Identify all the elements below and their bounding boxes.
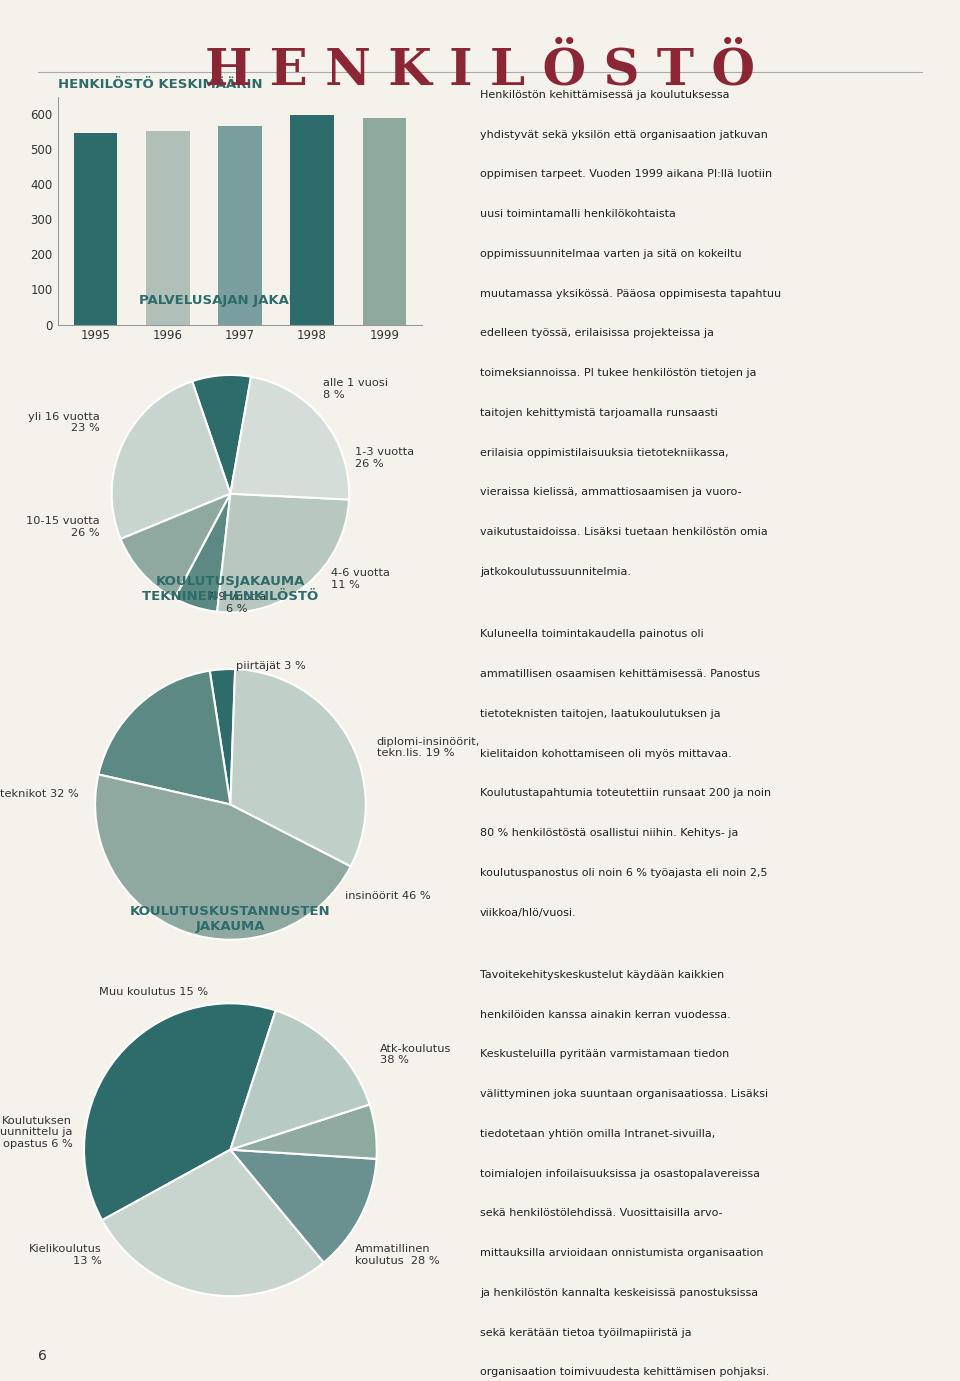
Text: yhdistyvät sekä yksilön että organisaation jatkuvan: yhdistyvät sekä yksilön että organisaati… [480, 130, 768, 139]
Text: yli 16 vuotta
23 %: yli 16 vuotta 23 % [28, 412, 100, 434]
Text: koulutuspanostus oli noin 6 % työajasta eli noin 2,5: koulutuspanostus oli noin 6 % työajasta … [480, 867, 767, 878]
Bar [363, 117, 406, 325]
Wedge shape [95, 775, 350, 939]
Text: 6: 6 [38, 1349, 47, 1363]
Text: välittyminen joka suuntaan organisaatiossa. Lisäksi: välittyminen joka suuntaan organisaatios… [480, 1090, 768, 1099]
Text: toimialojen infoilaisuuksissa ja osastopalavereissa: toimialojen infoilaisuuksissa ja osastop… [480, 1168, 760, 1178]
Text: erilaisia oppimistilaisuuksia tietotekniikassa,: erilaisia oppimistilaisuuksia tietotekni… [480, 447, 729, 457]
Wedge shape [230, 1011, 370, 1149]
Wedge shape [84, 1004, 276, 1221]
Wedge shape [121, 494, 230, 598]
Text: toimeksiannoissa. PI tukee henkilöstön tietojen ja: toimeksiannoissa. PI tukee henkilöstön t… [480, 369, 756, 378]
Text: Muu koulutus 15 %: Muu koulutus 15 % [99, 986, 208, 997]
Wedge shape [230, 1105, 376, 1159]
Title: PALVELUSAJAN JAKAUMA: PALVELUSAJAN JAKAUMA [138, 294, 323, 308]
Text: 1-3 vuotta
26 %: 1-3 vuotta 26 % [355, 447, 414, 470]
Text: kielitaidon kohottamiseen oli myös mittavaa.: kielitaidon kohottamiseen oli myös mitta… [480, 749, 732, 758]
Wedge shape [111, 381, 230, 539]
Text: insinöörit 46 %: insinöörit 46 % [346, 892, 431, 902]
Text: edelleen työssä, erilaisissa projekteissa ja: edelleen työssä, erilaisissa projekteiss… [480, 329, 714, 338]
Text: ja henkilöstön kannalta keskeisissä panostuksissa: ja henkilöstön kannalta keskeisissä pano… [480, 1288, 758, 1298]
Text: 4-6 vuotta
11 %: 4-6 vuotta 11 % [331, 569, 390, 590]
Bar [74, 134, 117, 325]
Text: sekä henkilöstölehdissä. Vuosittaisilla arvo-: sekä henkilöstölehdissä. Vuosittaisilla … [480, 1208, 723, 1218]
Bar [146, 131, 189, 325]
Text: Henkilöstön kehittämisessä ja koulutuksessa: Henkilöstön kehittämisessä ja koulutukse… [480, 90, 730, 99]
Text: vaikutustaidoissa. Lisäksi tuetaan henkilöstön omia: vaikutustaidoissa. Lisäksi tuetaan henki… [480, 528, 768, 537]
Text: oppimisen tarpeet. Vuoden 1999 aikana PI:llä luotiin: oppimisen tarpeet. Vuoden 1999 aikana PI… [480, 170, 772, 180]
Text: HENKILÖSTÖ KESKIMÄÄRIN: HENKILÖSTÖ KESKIMÄÄRIN [58, 79, 262, 91]
Title: KOULUTUSKUSTANNUSTEN
JAKAUMA: KOULUTUSKUSTANNUSTEN JAKAUMA [131, 905, 330, 934]
Text: teknikot 32 %: teknikot 32 % [0, 789, 79, 798]
Title: KOULUTUSJAKAUMA
TEKNINEN HENKILÖSTÖ: KOULUTUSJAKAUMA TEKNINEN HENKILÖSTÖ [142, 576, 319, 603]
Bar [218, 127, 262, 325]
Text: organisaation toimivuudesta kehittämisen pohjaksi.: organisaation toimivuudesta kehittämisen… [480, 1367, 769, 1377]
Text: tiedotetaan yhtiön omilla Intranet-sivuilla,: tiedotetaan yhtiön omilla Intranet-sivui… [480, 1128, 715, 1139]
Text: tietoteknisten taitojen, laatukoulutuksen ja: tietoteknisten taitojen, laatukoulutukse… [480, 708, 721, 718]
Wedge shape [230, 377, 349, 500]
Wedge shape [230, 1149, 376, 1262]
Wedge shape [209, 670, 235, 804]
Text: Kuluneella toimintakaudella painotus oli: Kuluneella toimintakaudella painotus oli [480, 630, 704, 639]
Text: viikkoa/hlö/vuosi.: viikkoa/hlö/vuosi. [480, 907, 577, 917]
Text: ammatillisen osaamisen kehittämisessä. Panostus: ammatillisen osaamisen kehittämisessä. P… [480, 668, 760, 679]
Text: sekä kerätään tietoa työilmapiiristä ja: sekä kerätään tietoa työilmapiiristä ja [480, 1327, 691, 1338]
Wedge shape [192, 376, 251, 494]
Wedge shape [230, 670, 366, 866]
Text: Atk-koulutus
38 %: Atk-koulutus 38 % [380, 1044, 451, 1065]
Wedge shape [217, 494, 349, 612]
Text: jatkokoulutussuunnitelmia.: jatkokoulutussuunnitelmia. [480, 568, 631, 577]
Text: henkilöiden kanssa ainakin kerran vuodessa.: henkilöiden kanssa ainakin kerran vuodes… [480, 1010, 731, 1019]
Text: Kielikoulutus
13 %: Kielikoulutus 13 % [29, 1244, 102, 1266]
Wedge shape [102, 1149, 324, 1295]
Text: Koulutuksen
suunnittelu ja
opastus 6 %: Koulutuksen suunnittelu ja opastus 6 % [0, 1116, 72, 1149]
Text: uusi toimintamalli henkilökohtaista: uusi toimintamalli henkilökohtaista [480, 209, 676, 220]
Text: 7-9 vuotta
6 %: 7-9 vuotta 6 % [206, 592, 266, 613]
Text: muutamassa yksikössä. Pääosa oppimisesta tapahtuu: muutamassa yksikössä. Pääosa oppimisesta… [480, 289, 781, 298]
Wedge shape [175, 494, 230, 612]
Text: diplomi-insinöörit,
tekn.lis. 19 %: diplomi-insinöörit, tekn.lis. 19 % [376, 737, 480, 758]
Text: Ammatillinen
koulutus  28 %: Ammatillinen koulutus 28 % [355, 1244, 440, 1266]
Text: Tavoitekehityskeskustelut käydään kaikkien: Tavoitekehityskeskustelut käydään kaikki… [480, 969, 724, 979]
Text: 80 % henkilöstöstä osallistui niihin. Kehitys- ja: 80 % henkilöstöstä osallistui niihin. Ke… [480, 829, 738, 838]
Text: vieraissa kielissä, ammattiosaamisen ja vuoro-: vieraissa kielissä, ammattiosaamisen ja … [480, 487, 741, 497]
Text: alle 1 vuosi
8 %: alle 1 vuosi 8 % [323, 378, 388, 400]
Text: 10-15 vuotta
26 %: 10-15 vuotta 26 % [26, 516, 100, 537]
Text: piirtäjät 3 %: piirtäjät 3 % [236, 661, 306, 671]
Bar [291, 115, 334, 325]
Text: taitojen kehittymistä tarjoamalla runsaasti: taitojen kehittymistä tarjoamalla runsaa… [480, 407, 718, 418]
Text: H E N K I L Ö S T Ö: H E N K I L Ö S T Ö [205, 47, 755, 95]
Text: oppimissuunnitelmaa varten ja sitä on kokeiltu: oppimissuunnitelmaa varten ja sitä on ko… [480, 249, 742, 258]
Text: Keskusteluilla pyritään varmistamaan tiedon: Keskusteluilla pyritään varmistamaan tie… [480, 1050, 730, 1059]
Text: Koulutustapahtumia toteutettiin runsaat 200 ja noin: Koulutustapahtumia toteutettiin runsaat … [480, 789, 771, 798]
Text: mittauksilla arvioidaan onnistumista organisaation: mittauksilla arvioidaan onnistumista org… [480, 1248, 763, 1258]
Wedge shape [99, 671, 230, 804]
